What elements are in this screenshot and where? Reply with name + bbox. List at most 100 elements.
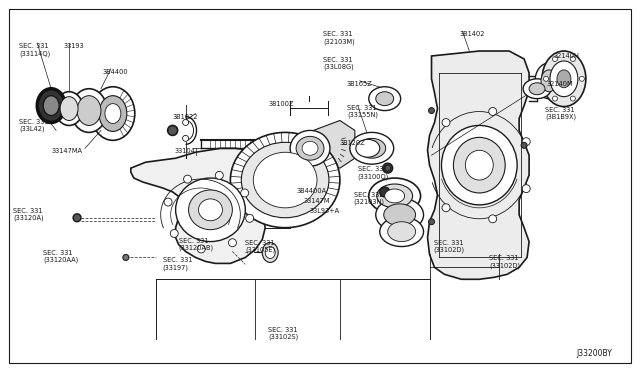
Circle shape [168,125,178,135]
Text: SEC. 331
(33120A): SEC. 331 (33120A) [13,208,44,221]
Polygon shape [131,148,268,263]
Ellipse shape [77,96,101,125]
Circle shape [489,215,497,223]
Circle shape [429,108,435,113]
Ellipse shape [523,79,551,99]
Ellipse shape [557,70,571,88]
Ellipse shape [465,150,493,180]
Ellipse shape [105,104,121,124]
Text: SEC. 331
(33L08G): SEC. 331 (33L08G) [323,57,354,70]
Circle shape [543,76,548,81]
Text: SEC. 331
(32103M): SEC. 331 (32103M) [323,31,355,45]
Text: SEC. 331
(33100Q): SEC. 331 (33100Q) [358,166,389,180]
Ellipse shape [55,92,83,125]
Circle shape [522,185,530,193]
Circle shape [385,165,390,171]
Ellipse shape [442,125,517,205]
Ellipse shape [241,142,329,218]
Circle shape [182,135,189,141]
Ellipse shape [535,63,563,99]
Ellipse shape [60,97,78,121]
Circle shape [215,171,223,179]
Text: SEC. 331
(33120AB): SEC. 331 (33120AB) [179,238,214,251]
Text: SEC. 331
(33197): SEC. 331 (33197) [163,257,192,271]
Text: 3B1402: 3B1402 [460,31,485,37]
Ellipse shape [302,141,318,155]
Ellipse shape [529,83,545,95]
Circle shape [522,138,530,145]
Text: 33193: 33193 [63,43,84,49]
Ellipse shape [253,152,317,208]
Ellipse shape [358,138,386,158]
Ellipse shape [376,92,394,106]
Circle shape [521,142,527,148]
Text: SEC. 331
(33102D): SEC. 331 (33102D) [489,256,520,269]
Text: 33104: 33104 [175,148,195,154]
Circle shape [552,57,557,61]
Circle shape [184,175,191,183]
Ellipse shape [189,190,232,230]
Circle shape [442,119,450,126]
Circle shape [429,219,435,225]
Circle shape [241,189,249,197]
Circle shape [552,96,557,101]
Circle shape [570,96,575,101]
Ellipse shape [350,132,394,164]
Ellipse shape [175,178,245,241]
Ellipse shape [262,243,278,262]
Text: SEC. 331
(33155N): SEC. 331 (33155N) [347,105,378,118]
Text: 32140H: 32140H [554,53,580,59]
Circle shape [197,245,205,253]
Ellipse shape [44,96,59,116]
Circle shape [73,214,81,222]
Circle shape [182,119,189,125]
Ellipse shape [91,87,135,140]
Ellipse shape [37,89,65,122]
Text: J33200BY: J33200BY [577,349,612,358]
Ellipse shape [296,137,324,160]
Text: SEC. 331
(33114Q): SEC. 331 (33114Q) [19,43,51,57]
Ellipse shape [369,178,420,214]
Text: 3B4400A: 3B4400A [296,188,326,194]
Ellipse shape [542,51,586,107]
Text: SEC. 331
(33102S): SEC. 331 (33102S) [268,327,298,340]
Ellipse shape [377,184,413,208]
Text: SEC. 331
(3B1B9X): SEC. 331 (3B1B9X) [545,107,576,120]
Ellipse shape [369,87,401,110]
Ellipse shape [550,61,578,97]
Ellipse shape [376,198,424,232]
Text: SEC. 331
(33120AA): SEC. 331 (33120AA) [44,250,79,263]
Ellipse shape [541,70,557,92]
Circle shape [170,230,178,237]
Text: 3B1022: 3B1022 [173,113,198,119]
Circle shape [380,187,390,197]
Ellipse shape [385,189,404,203]
Text: 3B120Z: 3B120Z [340,140,365,146]
Text: 33147M: 33147M [303,198,330,204]
Text: SEC. 331
(33105E): SEC. 331 (33105E) [245,240,276,253]
Ellipse shape [356,140,380,157]
Polygon shape [300,121,355,168]
Circle shape [570,57,575,61]
Text: SEC. 331
(33L42): SEC. 331 (33L42) [19,119,49,132]
Text: SEC. 33L
(32103N): SEC. 33L (32103N) [354,192,385,205]
Ellipse shape [380,217,424,247]
Ellipse shape [198,199,223,221]
Ellipse shape [453,137,505,193]
Circle shape [442,204,450,212]
Circle shape [164,198,172,206]
Ellipse shape [99,96,127,131]
Circle shape [123,254,129,260]
Circle shape [383,163,393,173]
Text: 32140M: 32140M [547,81,573,87]
Circle shape [246,214,253,222]
Text: 3B165Z: 3B165Z [347,81,372,87]
Ellipse shape [384,204,415,226]
Circle shape [489,108,497,115]
Ellipse shape [265,247,275,259]
Text: SEC. 331
(33102D): SEC. 331 (33102D) [433,240,465,253]
Polygon shape [428,51,529,279]
Text: 3B4400: 3B4400 [103,69,129,75]
Text: 33147MA: 33147MA [51,148,82,154]
Ellipse shape [230,132,340,228]
